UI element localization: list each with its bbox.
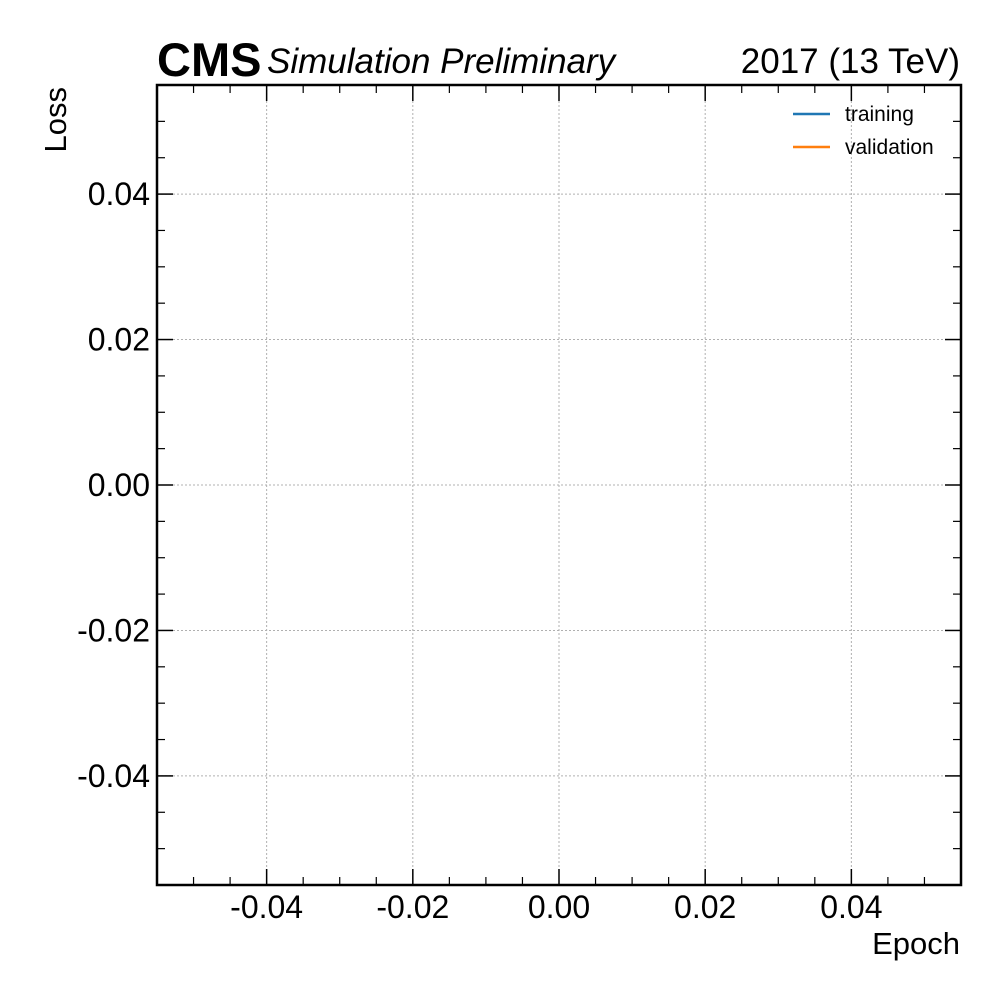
x-axis-title: Epoch (872, 926, 960, 961)
y-tick-label: 0.00 (88, 467, 150, 503)
legend-label: training (845, 103, 914, 126)
y-tick-label: 0.04 (88, 176, 150, 212)
x-tick-label: -0.02 (376, 889, 449, 925)
legend-item-training: training (793, 103, 914, 126)
y-tick-label: 0.02 (88, 322, 150, 358)
x-tick-label: -0.04 (230, 889, 303, 925)
grid-lines (157, 85, 961, 885)
plot-frame (155, 83, 963, 887)
legend: training validation (793, 103, 934, 159)
y-tick-label: -0.04 (77, 758, 150, 794)
experiment-label: CMS (157, 33, 261, 86)
legend-label: validation (845, 136, 934, 159)
y-axis-title: Loss (38, 87, 73, 152)
y-tick-label: -0.02 (77, 612, 150, 648)
axis-ticks (157, 85, 961, 885)
y-tick-labels: -0.04 -0.02 0.00 0.02 0.04 (77, 176, 150, 794)
lumi-label: 2017 (13 TeV) (741, 42, 960, 81)
legend-item-validation: validation (793, 136, 934, 159)
x-tick-label: 0.00 (528, 889, 590, 925)
x-tick-label: 0.04 (820, 889, 882, 925)
x-tick-label: 0.02 (674, 889, 736, 925)
status-label: Simulation Preliminary (267, 42, 618, 81)
x-tick-labels: -0.04 -0.02 0.00 0.02 0.04 (230, 889, 882, 925)
